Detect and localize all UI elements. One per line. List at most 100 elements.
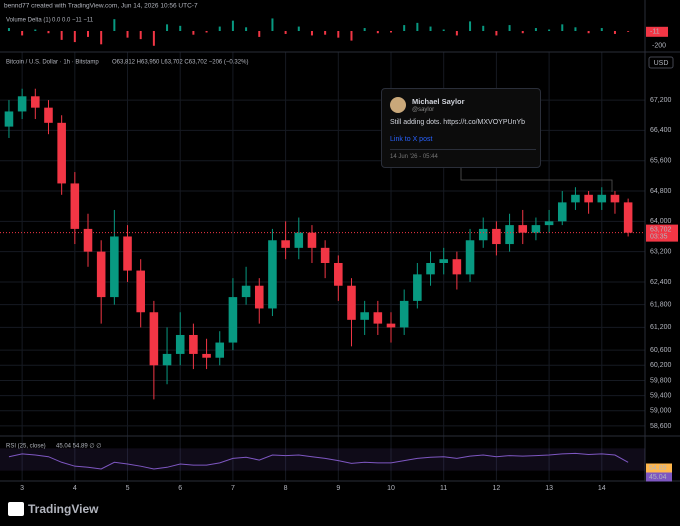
candle-body: [215, 342, 225, 358]
x-tick-label: 4: [73, 485, 77, 492]
currency: USD: [654, 60, 669, 67]
volume-bar: [442, 29, 445, 31]
x-tick-label: 12: [492, 485, 500, 492]
volume-bar: [205, 31, 208, 33]
volume-bar: [613, 31, 616, 34]
candle-body: [175, 334, 185, 354]
candle-body: [57, 122, 66, 184]
y-tick-label: 60,200: [650, 362, 672, 369]
volume-bar: [152, 31, 155, 46]
candle-body: [571, 194, 580, 203]
volume-bar: [60, 31, 63, 40]
volume-bar: [100, 31, 103, 45]
x-tick-label: 8: [284, 485, 288, 492]
candle-body: [294, 232, 304, 248]
volume-bar: [455, 31, 458, 36]
volume-legend: 0.0 0.0 −11 −11: [52, 18, 94, 24]
rsi-band: [0, 448, 645, 471]
candle-body: [281, 240, 290, 248]
volume-bar: [482, 25, 485, 31]
y-tick-label: 59,000: [650, 408, 672, 415]
volume-bar: [548, 29, 551, 31]
volume-bar: [600, 28, 603, 31]
avatar: [390, 97, 406, 113]
candle-body: [531, 225, 541, 233]
volume-bar: [73, 31, 76, 43]
volume-bar: [350, 31, 353, 41]
volume-bar: [429, 26, 432, 31]
y-tick-label: 64,800: [650, 188, 672, 195]
tweet-link[interactable]: Link to X post: [390, 136, 433, 143]
y-tick-label: 64,000: [650, 218, 672, 225]
y-tick-label: 61,800: [650, 302, 672, 309]
volume-bar: [258, 31, 261, 37]
volume-bar: [126, 31, 129, 38]
volume-bar: [390, 31, 393, 33]
volume-bar: [192, 31, 195, 35]
candle-body: [228, 297, 238, 343]
rsi-label: 45.04: [649, 474, 667, 481]
candle-body: [320, 247, 330, 263]
candle-body: [439, 259, 448, 263]
candle-body: [17, 96, 27, 112]
volume-bar: [469, 21, 472, 31]
volume-bar: [139, 31, 142, 40]
candle-body: [136, 270, 145, 313]
tweet-name: Michael Saylor: [412, 97, 465, 106]
volume-bar: [495, 31, 498, 36]
volume-last-box: [646, 26, 668, 37]
volume-bar: [7, 28, 10, 31]
volume-tick-label: -200: [652, 43, 666, 50]
x-tick-label: 5: [126, 485, 130, 492]
y-tick-label: 66,400: [650, 127, 672, 134]
candle-body: [31, 96, 40, 108]
volume-bar: [34, 29, 37, 31]
rsi-legend: 45.04 54.89 ∅ ∅: [56, 443, 101, 450]
volume-bar: [284, 31, 287, 34]
candle-body: [557, 202, 567, 222]
symbol-title: Bitcoin / U.S. Dollar · 1h · Bitstamp: [6, 60, 99, 66]
volume-bar: [508, 25, 511, 31]
y-tick-label: 61,200: [650, 324, 672, 331]
candle-body: [123, 236, 132, 271]
x-tick-label: 10: [387, 485, 395, 492]
volume-bar: [521, 31, 524, 34]
candle-body: [4, 111, 14, 127]
volume-bar: [21, 31, 24, 36]
rsi-line: [8, 452, 629, 470]
tweet-card[interactable]: Michael Saylor @saylor Still adding dots…: [381, 88, 541, 168]
countdown: 03:35: [650, 233, 668, 240]
volume-bar: [416, 22, 419, 31]
last-price-box: [646, 224, 678, 242]
y-tick-label: 59,800: [650, 377, 672, 384]
y-tick-label: 60,600: [650, 347, 672, 354]
candle-body: [610, 194, 620, 203]
volume-bar: [324, 31, 327, 35]
candle-body: [399, 300, 409, 328]
candle-body: [544, 221, 554, 226]
candle-body: [386, 323, 396, 328]
logo-text: TradingView: [28, 502, 99, 516]
candle-body: [202, 353, 211, 358]
candle-body: [492, 228, 501, 245]
candle-body: [254, 285, 264, 309]
rsi-label-box: [646, 463, 672, 473]
volume-bar: [271, 18, 274, 31]
x-tick-label: 9: [336, 485, 340, 492]
tweet-handle: @saylor: [412, 107, 435, 113]
currency-box: [648, 56, 674, 69]
volume-bar: [245, 27, 248, 31]
candle-body: [347, 285, 356, 320]
candle-body: [189, 334, 198, 354]
y-tick-label: 59,400: [650, 392, 672, 399]
volume-bar: [113, 19, 116, 31]
y-tick-label: 63,200: [650, 248, 672, 255]
volume-bar: [627, 31, 630, 32]
volume-bar: [231, 20, 234, 31]
candle-body: [110, 236, 119, 298]
candle-body: [518, 225, 528, 233]
candle-body: [162, 353, 172, 366]
x-tick-label: 7: [231, 485, 235, 492]
x-tick-label: 6: [178, 485, 182, 492]
